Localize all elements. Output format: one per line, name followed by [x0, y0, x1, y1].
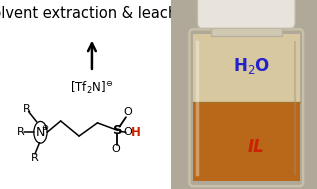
FancyBboxPatch shape — [171, 0, 317, 189]
FancyBboxPatch shape — [210, 23, 282, 36]
Text: R: R — [31, 153, 38, 163]
Text: O: O — [123, 108, 132, 117]
Text: N: N — [36, 126, 45, 139]
Text: R: R — [23, 104, 30, 114]
Text: $[\mathrm{Tf_2N}]^{\ominus}$: $[\mathrm{Tf_2N}]^{\ominus}$ — [70, 79, 113, 96]
Text: H$_2$O: H$_2$O — [233, 56, 270, 76]
Text: O: O — [112, 144, 120, 154]
Text: H: H — [131, 126, 141, 139]
FancyBboxPatch shape — [197, 0, 295, 28]
Text: Solvent extraction & leaching: Solvent extraction & leaching — [0, 6, 200, 21]
Text: O: O — [123, 127, 132, 137]
FancyBboxPatch shape — [193, 102, 300, 181]
Text: R: R — [17, 127, 25, 137]
FancyBboxPatch shape — [193, 34, 300, 102]
Text: ⊕: ⊕ — [42, 123, 49, 132]
Text: S: S — [113, 124, 122, 137]
Text: IL: IL — [247, 138, 264, 156]
